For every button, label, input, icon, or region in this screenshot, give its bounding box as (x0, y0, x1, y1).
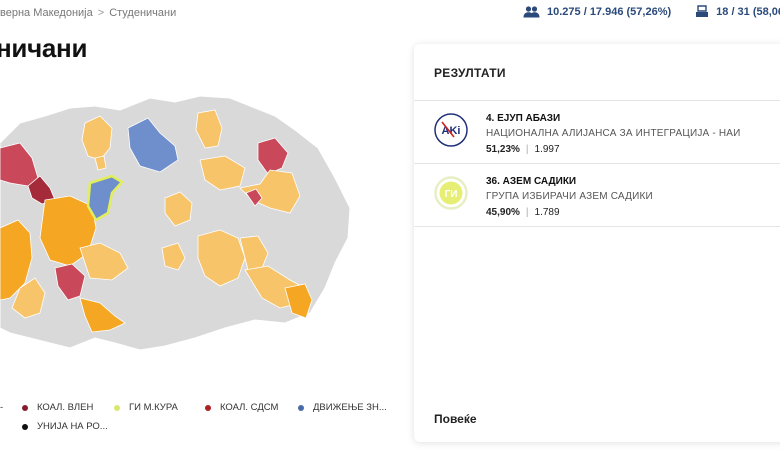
divider: | (525, 144, 529, 155)
map-region-kriva-palanka[interactable] (257, 137, 289, 175)
legend-item: ГИ М.КУРА (114, 402, 178, 413)
map-region-kumanovo-east[interactable] (127, 117, 179, 173)
party-logo: AKi (434, 113, 468, 147)
legend-item: КОАЛ. ВЛЕН (22, 402, 93, 413)
map-region-bogdanci[interactable] (284, 283, 313, 319)
party-logo-text: ГИ (445, 189, 458, 200)
vote-count: 1.789 (534, 207, 560, 218)
map-region-bitola[interactable] (79, 297, 126, 333)
map-region-cucer[interactable] (94, 155, 107, 171)
map-region-negotino[interactable] (197, 229, 246, 287)
legend-item: - (0, 402, 3, 413)
breadcrumb-separator: > (97, 7, 105, 19)
candidate-row[interactable]: AKi 4. ЕЈУП АБАЗИ НАЦИОНАЛНА АЛИЈАНСА ЗА… (414, 101, 780, 164)
legend-dot (22, 423, 28, 430)
voters-stat: 10.275 / 17.946 (57,26%) (523, 6, 671, 18)
breadcrumb: верна Македонија > Студеничани (0, 7, 176, 19)
map-region-kratovo[interactable] (195, 109, 223, 149)
results-title: РЕЗУЛТАТИ (414, 44, 780, 101)
candidate-info: 4. ЕЈУП АБАЗИ НАЦИОНАЛНА АЛИЈАНСА ЗА ИНТ… (486, 113, 741, 155)
stations-stat: 18 / 31 (58,06%) (695, 5, 780, 18)
legend-item: УНИЈА НА РО... (22, 421, 108, 432)
legend-item: КОАЛ. СДСМ (205, 402, 278, 413)
map-region-veles[interactable] (164, 191, 193, 227)
candidate-name: 36. АЗЕМ САДИКИ (486, 176, 577, 187)
map-region-krusevo[interactable] (54, 263, 86, 301)
municipality-map[interactable] (0, 88, 360, 358)
divider: | (525, 207, 529, 218)
results-card: РЕЗУЛТАТИ AKi 4. ЕЈУП АБАЗИ НАЦИОНАЛНА А… (414, 44, 780, 442)
legend-label: КОАЛ. СДСМ (220, 402, 279, 413)
legend-dot (298, 404, 304, 411)
party-logo: ГИ (434, 176, 468, 210)
legend-dot (114, 404, 120, 411)
breadcrumb-parent[interactable]: верна Македонија (0, 7, 93, 19)
vote-percent: 45,90% (486, 207, 520, 218)
ballot-box-icon (696, 5, 709, 17)
people-icon (523, 5, 540, 17)
legend-label: УНИЈА НА РО... (37, 421, 108, 432)
map-region-prilep-north[interactable] (79, 242, 129, 281)
legend-label: КОАЛ. ВЛЕН (37, 402, 94, 413)
legend-dot (22, 404, 28, 411)
candidate-name: 4. ЕЈУП АБАЗИ (486, 113, 561, 124)
legend-item: ДВИЖЕЊЕ ЗН... (298, 402, 387, 413)
candidate-info: 36. АЗЕМ САДИКИ ГРУПА ИЗБИРАЧИ АЗЕМ САДИ… (486, 176, 653, 218)
legend-label: ГИ М.КУРА (129, 402, 178, 413)
legend-dot (205, 404, 211, 411)
more-link[interactable]: Повеќе (434, 412, 477, 426)
party-name: ГРУПА ИЗБИРАЧИ АЗЕМ САДИКИ (486, 191, 653, 202)
map-region-kumanovo[interactable] (81, 115, 113, 161)
map-region-west[interactable] (0, 219, 33, 301)
party-name: НАЦИОНАЛНА АЛИЈАНСА ЗА ИНТЕГРАЦИЈА - НАИ (486, 128, 741, 139)
map-region-radovis[interactable] (239, 235, 269, 271)
page-title: ничани (0, 33, 88, 63)
map-region-probistip[interactable] (199, 155, 246, 191)
turnout-stats: 10.275 / 17.946 (57,26%) 18 / 31 (58,06%… (523, 5, 780, 18)
map-region-kicevo[interactable] (11, 277, 46, 319)
map-region-studenicani[interactable] (86, 174, 124, 222)
vote-percent: 51,23% (486, 144, 520, 155)
map-region-kavadarci[interactable] (161, 242, 186, 271)
candidate-result: 51,23% | 1.997 (486, 144, 741, 155)
map-region-stip-west[interactable] (245, 188, 263, 207)
voters-value: 10.275 / 17.946 (57,26%) (547, 5, 672, 18)
vote-count: 1.997 (534, 144, 560, 155)
candidate-result: 45,90% | 1.789 (486, 207, 653, 218)
stations-value: 18 / 31 (58,06%) (716, 5, 780, 18)
party-logo-text: AKi (442, 125, 461, 137)
legend-label: - (0, 402, 4, 413)
candidate-row[interactable]: ГИ 36. АЗЕМ САДИКИ ГРУПА ИЗБИРАЧИ АЗЕМ С… (414, 164, 780, 227)
legend-label: ДВИЖЕЊЕ ЗН... (313, 402, 387, 413)
breadcrumb-current: Студеничани (109, 7, 177, 19)
